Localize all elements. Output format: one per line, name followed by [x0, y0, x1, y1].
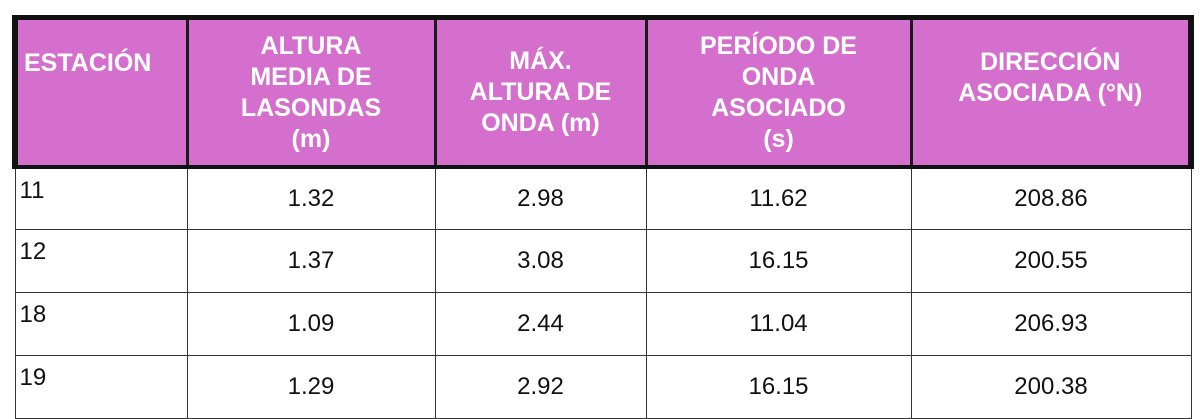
header-line: (s)	[763, 125, 794, 154]
cell-station: 18	[14, 292, 188, 356]
cell-altura-media: 1.32	[186, 166, 436, 230]
cell-max-altura: 2.98	[434, 166, 647, 230]
cell-periodo: 11.04	[645, 292, 912, 356]
table-row: 19 1.29 2.92 16.15 200.38	[14, 355, 1192, 419]
cell-direccion: 200.55	[910, 229, 1192, 293]
cell-direccion: 208.86	[910, 166, 1192, 230]
table-header: ESTACIÓN ALTURA MEDIA DE LASONDAS (m) MÁ…	[12, 15, 1194, 169]
cell-direccion: 200.38	[910, 355, 1192, 419]
header-max-altura: MÁX. ALTURA DE ONDA (m)	[433, 15, 648, 169]
header-line: MEDIA DE	[250, 63, 372, 92]
header-line: ESTACIÓN	[24, 49, 152, 77]
wave-data-table: ESTACIÓN ALTURA MEDIA DE LASONDAS (m) MÁ…	[12, 15, 1194, 419]
header-line: PERÍODO DE	[700, 32, 857, 61]
table-row: 11 1.32 2.98 11.62 208.86	[14, 166, 1192, 230]
cell-periodo: 16.15	[645, 229, 912, 293]
header-altura-media: ALTURA MEDIA DE LASONDAS (m)	[185, 15, 437, 169]
cell-direccion: 206.93	[910, 292, 1192, 356]
cell-periodo: 11.62	[645, 166, 912, 230]
cell-altura-media: 1.37	[186, 229, 436, 293]
header-line: (m)	[291, 125, 331, 154]
header-line: ALTURA	[260, 32, 362, 61]
header-line: ASOCIADA (°N)	[958, 79, 1143, 107]
cell-altura-media: 1.09	[186, 292, 436, 356]
cell-max-altura: 2.44	[434, 292, 647, 356]
wave-data-table-container: ESTACIÓN ALTURA MEDIA DE LASONDAS (m) MÁ…	[12, 15, 1194, 419]
cell-periodo: 16.15	[645, 355, 912, 419]
table-body: 11 1.32 2.98 11.62 208.86 12 1.37 3.08 1…	[14, 166, 1192, 419]
cell-max-altura: 2.92	[434, 355, 647, 419]
header-row: ESTACIÓN ALTURA MEDIA DE LASONDAS (m) MÁ…	[12, 15, 1194, 169]
header-periodo: PERÍODO DE ONDA ASOCIADO (s)	[644, 15, 913, 169]
header-line: ASOCIADO	[711, 94, 846, 123]
header-direccion: DIRECCIÓN ASOCIADA (°N)	[909, 15, 1194, 169]
header-line: MÁX.	[509, 46, 572, 75]
table-row: 18 1.09 2.44 11.04 206.93	[14, 292, 1192, 356]
cell-max-altura: 3.08	[434, 229, 647, 293]
header-line: LASONDAS	[240, 94, 382, 123]
header-line: DIRECCIÓN	[980, 48, 1121, 76]
header-line: ALTURA DE	[469, 77, 612, 106]
table-row: 12 1.37 3.08 16.15 200.55	[14, 229, 1192, 293]
cell-station: 11	[14, 166, 188, 230]
header-line: ONDA	[741, 63, 816, 92]
header-line: ONDA (m)	[481, 108, 600, 137]
cell-station: 19	[14, 355, 188, 419]
header-estacion: ESTACIÓN	[12, 15, 189, 169]
cell-station: 12	[14, 229, 188, 293]
cell-altura-media: 1.29	[186, 355, 436, 419]
